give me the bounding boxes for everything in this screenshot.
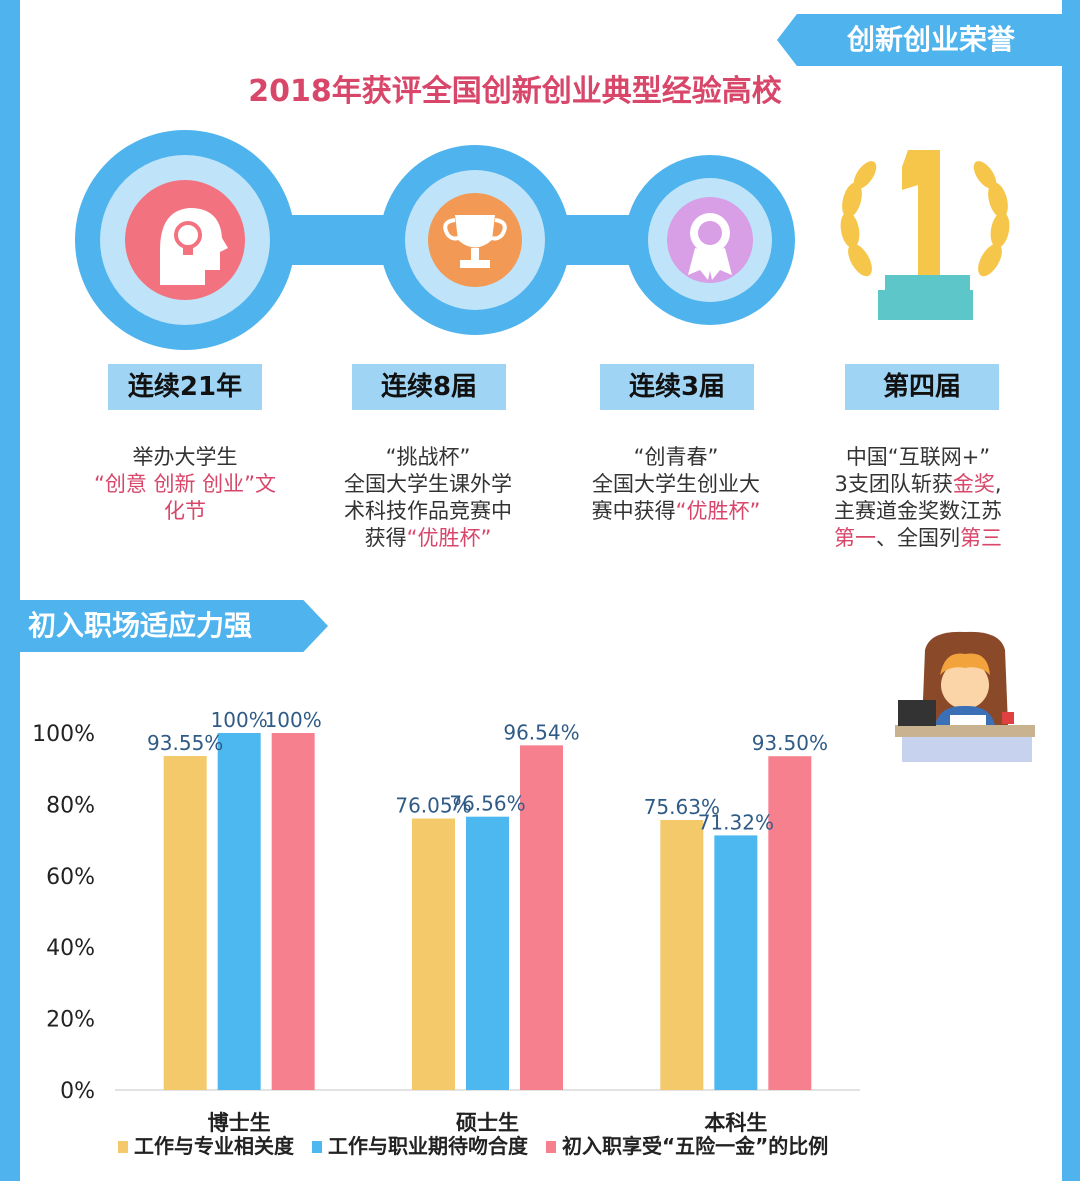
- legend-swatch: [546, 1141, 556, 1153]
- bar: [660, 820, 704, 1090]
- bar: [163, 756, 207, 1090]
- desc-line: 赛中获得“优胜杯”: [566, 498, 786, 525]
- highlight-text: 金奖: [952, 472, 995, 496]
- achievement-desc-3: “创青春” 全国大学生创业大 赛中获得“优胜杯”: [566, 444, 786, 525]
- legend-label: 初入职享受“五险一金”的比例: [562, 1134, 828, 1158]
- desc-line: 3支团队斩获金奖,: [808, 471, 1028, 498]
- page-title: 2018年获评全国创新创业典型经验高校: [248, 74, 782, 109]
- desc-text: 获得: [364, 526, 407, 550]
- right-border: [1062, 0, 1080, 1181]
- achievement-tag-1: 连续21年: [108, 364, 262, 410]
- highlight-text: “创意 创新 创业”文: [93, 472, 277, 496]
- desc-text: ,: [994, 472, 1002, 496]
- highlight-text: “优胜杯”: [675, 499, 761, 523]
- desc-text: 、全国列: [876, 526, 960, 550]
- desc-text: 主赛道金奖数江苏: [834, 499, 1002, 523]
- first-place-trophy-icon: [840, 150, 1010, 320]
- desc-line: 全国大学生创业大: [566, 471, 786, 498]
- legend-swatch: [118, 1141, 128, 1153]
- desc-line: “挑战杯”: [318, 444, 538, 471]
- y-tick-label: 40%: [46, 936, 95, 961]
- desc-text: 赛中获得: [591, 499, 676, 523]
- achievement-desc-1: 举办大学生 “创意 创新 创业”文 化节: [75, 444, 295, 525]
- desc-line: 第一、全国列第三: [808, 525, 1028, 552]
- achievement-tag-3: 连续3届: [600, 364, 754, 410]
- left-border: [0, 0, 20, 1181]
- achievement-desc-2: “挑战杯” 全国大学生课外学 术科技作品竞赛中 获得“优胜杯”: [318, 444, 538, 552]
- desc-line: “创意 创新 创业”文: [75, 471, 295, 498]
- highlight-text: 第一: [834, 526, 876, 550]
- bar-value-label: 100%: [265, 708, 322, 732]
- x-category-label: 硕士生: [456, 1111, 519, 1135]
- achievement-tag-4: 第四届: [845, 364, 999, 410]
- x-category-label: 博士生: [208, 1111, 271, 1135]
- desc-text: 中国“互联网+”: [845, 445, 991, 469]
- bar-value-label: 93.55%: [147, 731, 223, 755]
- achievement-tag-2: 连续8届: [352, 364, 506, 410]
- bar-value-label: 75.63%: [644, 795, 720, 819]
- legend-label: 工作与职业期待吻合度: [328, 1134, 529, 1158]
- bar: [520, 745, 563, 1090]
- bar-value-label: 76.05%: [395, 794, 471, 818]
- bar-value-label: 93.50%: [752, 731, 828, 755]
- desc-line: 获得“优胜杯”: [318, 525, 538, 552]
- desc-line: 举办大学生: [75, 444, 295, 471]
- desc-text: 3支团队斩获: [834, 472, 953, 496]
- bar: [768, 756, 812, 1090]
- trophy-icon: [428, 193, 522, 287]
- desc-text: 举办大学生: [132, 445, 238, 469]
- bar: [412, 818, 455, 1090]
- legend-swatch: [312, 1141, 322, 1153]
- bar: [217, 733, 261, 1090]
- legend-label: 工作与专业相关度: [134, 1134, 295, 1158]
- desc-line: 主赛道金奖数江苏: [808, 498, 1028, 525]
- highlight-text: 第三: [960, 526, 1002, 550]
- y-tick-label: 60%: [46, 865, 95, 890]
- desc-text: 术科技作品竞赛中: [344, 499, 512, 523]
- desc-line: “创青春”: [566, 444, 786, 471]
- bar-value-label: 76.56%: [449, 792, 525, 816]
- desc-line: 中国“互联网+”: [808, 444, 1028, 471]
- medal-ribbon-icon: [667, 197, 753, 283]
- office-worker-icon: [895, 631, 1035, 762]
- bar: [714, 835, 758, 1090]
- desc-text: 全国大学生课外学: [344, 472, 512, 496]
- desc-line: 全国大学生课外学: [318, 471, 538, 498]
- honors-banner: 创新创业荣誉: [777, 14, 1062, 66]
- bar-value-label: 71.32%: [698, 810, 774, 834]
- bar: [271, 733, 315, 1090]
- desc-line: 化节: [75, 498, 295, 525]
- y-tick-label: 100%: [32, 722, 95, 747]
- bar-value-label: 100%: [211, 708, 268, 732]
- y-tick-label: 20%: [46, 1008, 95, 1033]
- bar-value-label: 96.54%: [503, 720, 579, 744]
- y-tick-label: 0%: [60, 1079, 95, 1104]
- bar: [466, 816, 509, 1090]
- y-tick-label: 80%: [46, 793, 95, 818]
- adapt-banner: 初入职场适应力强: [20, 600, 328, 652]
- desc-line: 术科技作品竞赛中: [318, 498, 538, 525]
- highlight-text: 化节: [164, 499, 206, 523]
- desc-text: “创青春”: [633, 445, 719, 469]
- lightbulb-head-icon: [125, 180, 245, 300]
- desc-text: “挑战杯”: [385, 445, 471, 469]
- employment-bar-chart: 0%20%40%60%80%100% 93.55%100%100%博士生76.0…: [32, 708, 860, 1158]
- desc-text: 全国大学生创业大: [592, 472, 760, 496]
- x-category-label: 本科生: [704, 1111, 767, 1135]
- honor-icon-chain: [75, 130, 795, 350]
- highlight-text: “优胜杯”: [406, 526, 492, 550]
- achievement-desc-4: 中国“互联网+” 3支团队斩获金奖, 主赛道金奖数江苏 第一、全国列第三: [808, 444, 1028, 552]
